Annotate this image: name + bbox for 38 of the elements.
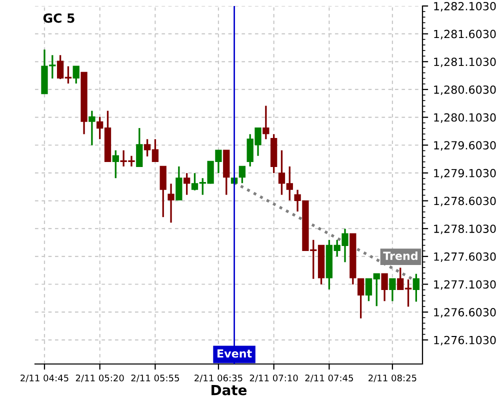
y-tick-label: 1,278.1030	[434, 224, 496, 234]
candlestick	[112, 149, 119, 179]
y-tick-label: 1,280.6030	[434, 85, 496, 95]
candlestick	[238, 166, 246, 184]
candlestick	[136, 127, 143, 168]
candlestick	[88, 110, 96, 146]
y-tick-label: 1,282.1030	[434, 2, 496, 12]
candlestick	[160, 166, 166, 218]
x-tick-label: 2/11 07:45	[305, 374, 353, 382]
y-tick-label: 1,279.1030	[434, 168, 496, 178]
candlestick	[184, 172, 190, 196]
x-tick-label: 2/11 06:35	[194, 374, 242, 382]
candlestick	[412, 273, 420, 303]
y-tick-label: 1,277.6030	[434, 252, 496, 262]
x-tick-label: 2/11 05:55	[131, 374, 179, 382]
y-tick-label: 1,278.6030	[434, 196, 496, 206]
candlestick	[389, 278, 396, 302]
chart-title: GC 5	[43, 13, 74, 23]
x-axis-title: Date	[212, 384, 247, 396]
candlestick	[262, 104, 270, 140]
series-label: Trend	[383, 251, 418, 260]
y-tick-label: 1,281.6030	[434, 30, 496, 40]
y-tick-label: 1,277.1030	[434, 280, 496, 290]
candlestick	[168, 182, 174, 224]
candlestick	[357, 278, 364, 320]
y-tick-label: 1,276.6030	[434, 308, 496, 318]
candlestick	[381, 273, 388, 302]
y-tick-label: 1,279.6030	[434, 141, 496, 151]
y-tick-label: 1,280.1030	[434, 113, 496, 123]
x-tick-label: 2/11 05:20	[76, 374, 124, 382]
candlestick	[72, 65, 80, 84]
y-tick-label: 1,276.1030	[434, 336, 496, 346]
x-tick-label: 2/11 07:10	[250, 374, 298, 382]
ref-line-label: Event	[218, 349, 252, 358]
y-tick-label: 1,281.1030	[434, 58, 496, 68]
x-tick-label: 2/11 08:25	[368, 374, 416, 382]
x-tick-label: 2/11 04:45	[20, 374, 68, 382]
candlestick	[176, 166, 182, 201]
